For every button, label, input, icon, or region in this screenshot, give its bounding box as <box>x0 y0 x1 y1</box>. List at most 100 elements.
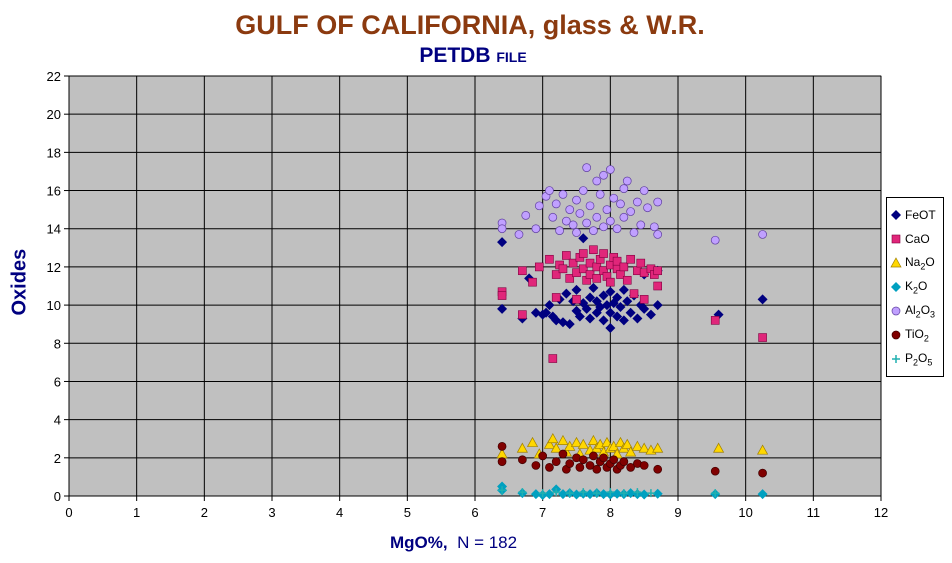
point-cao <box>612 256 622 266</box>
point-cao <box>592 274 602 283</box>
point-cao <box>653 266 663 276</box>
point-k2o <box>571 489 582 500</box>
point-feot <box>645 309 656 320</box>
point-al2o3 <box>653 230 663 239</box>
point-feot <box>625 307 636 318</box>
point-p2o5 <box>606 488 615 497</box>
x-tick-label: 4 <box>336 505 343 520</box>
point-al2o3 <box>643 203 652 213</box>
legend-symbol-tio2 <box>891 330 901 340</box>
legend-label: K2O <box>905 279 927 295</box>
point-cao <box>572 295 581 304</box>
point-k2o <box>625 488 636 499</box>
legend-item-tio2: TiO2 <box>887 323 943 347</box>
point-feot <box>585 313 596 324</box>
point-al2o3 <box>626 207 635 216</box>
point-al2o3 <box>592 176 602 186</box>
legend-marker-p2o5 <box>892 355 900 363</box>
legend-symbol-al2o3 <box>891 306 901 316</box>
point-na2o <box>543 438 556 449</box>
point-tio2 <box>619 457 629 466</box>
point-k2o <box>652 488 663 499</box>
series-na2o <box>496 433 769 459</box>
legend-symbol-p2o5 <box>892 355 900 363</box>
legend-label: FeOT <box>905 208 936 222</box>
point-tio2 <box>585 461 595 470</box>
point-al2o3 <box>548 212 558 222</box>
point-tio2 <box>565 459 575 468</box>
point-cao <box>545 254 554 264</box>
point-tio2 <box>589 451 598 461</box>
legend-text: 2 <box>915 309 921 320</box>
point-al2o3 <box>531 224 541 234</box>
y-tick-label: 4 <box>54 413 61 428</box>
point-al2o3 <box>612 224 622 234</box>
point-cao <box>568 258 578 268</box>
point-cao <box>639 295 649 304</box>
point-al2o3 <box>534 201 544 211</box>
point-feot <box>497 237 508 248</box>
point-tio2 <box>497 457 507 466</box>
point-p2o5 <box>518 488 527 497</box>
y-axis-title: Oxides <box>8 248 31 316</box>
point-cao <box>497 291 507 300</box>
point-na2o <box>652 442 664 453</box>
y-tick-label: 2 <box>54 451 61 466</box>
point-al2o3 <box>545 186 554 195</box>
point-feot <box>612 311 623 322</box>
legend-item-al2o3: Al2O3 <box>887 299 943 323</box>
point-cao <box>636 258 646 268</box>
legend-marker-k2o <box>891 282 901 292</box>
point-feot <box>618 315 629 326</box>
point-p2o5 <box>538 489 547 498</box>
point-p2o5 <box>711 489 720 498</box>
point-al2o3 <box>582 163 592 172</box>
legend-label: P2O5 <box>905 351 932 367</box>
point-na2o <box>526 436 539 447</box>
y-tick-label: 10 <box>47 298 61 313</box>
legend-text: 3 <box>930 309 936 320</box>
point-al2o3 <box>599 222 608 232</box>
point-al2o3 <box>636 220 646 230</box>
point-cao <box>626 254 635 264</box>
chart-subtitle: PETDB FILE <box>0 44 946 68</box>
point-cao <box>629 289 639 298</box>
point-cao <box>551 270 561 279</box>
legend-item-na2o: Na2O <box>887 251 943 275</box>
point-al2o3 <box>592 212 602 222</box>
legend-item-feot: FeOT <box>887 203 943 227</box>
legend-symbol-feot <box>891 210 901 220</box>
series-p2o5 <box>498 486 720 498</box>
point-na2o <box>638 442 650 453</box>
point-feot <box>588 282 599 293</box>
point-al2o3 <box>558 190 568 199</box>
point-cao <box>565 274 575 283</box>
point-al2o3 <box>605 165 615 174</box>
point-feot <box>581 303 592 314</box>
legend-label: CaO <box>905 232 930 246</box>
point-feot <box>612 292 623 303</box>
point-al2o3 <box>602 205 612 214</box>
point-tio2 <box>758 468 767 478</box>
legend-item-p2o5: P2O5 <box>887 347 943 371</box>
legend-marker-tio2 <box>891 330 901 340</box>
point-cao <box>558 264 568 274</box>
legend-item-k2o: K2O <box>887 275 943 299</box>
x-tick-label: 10 <box>738 505 752 520</box>
point-cao <box>758 333 767 342</box>
y-tick-label: 0 <box>54 489 61 504</box>
point-feot <box>622 296 633 307</box>
point-tio2 <box>518 455 527 465</box>
legend-symbol-na2o <box>890 257 902 268</box>
chart-title: GULF OF CALIFORNIA, glass & W.R. <box>235 10 705 40</box>
point-al2o3 <box>629 228 639 237</box>
point-al2o3 <box>565 205 575 214</box>
series-feot <box>497 233 768 333</box>
y-tick-label: 18 <box>47 145 61 160</box>
point-al2o3 <box>585 201 595 211</box>
point-p2o5 <box>498 486 507 495</box>
y-tick-label: 8 <box>54 336 61 351</box>
point-al2o3 <box>616 199 625 209</box>
point-al2o3 <box>758 230 767 239</box>
